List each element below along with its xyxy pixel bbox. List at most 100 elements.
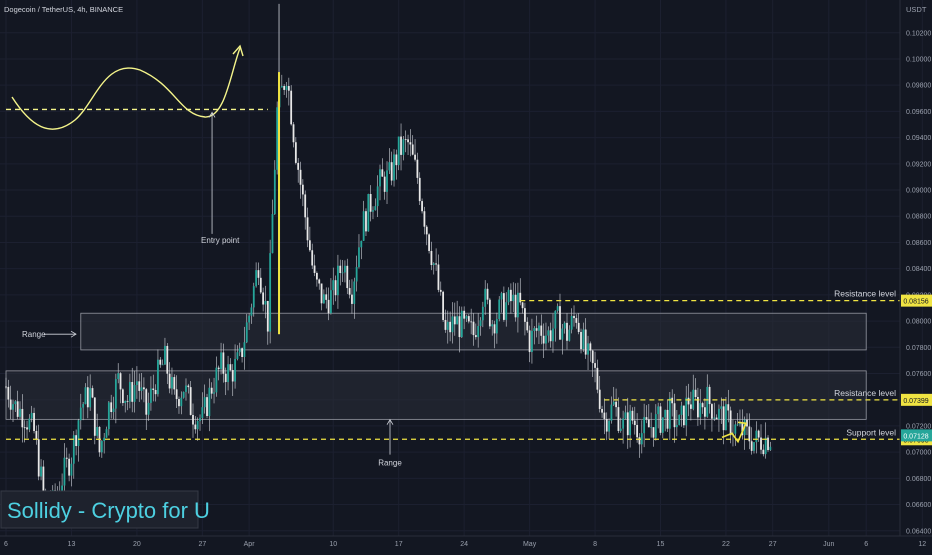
candle-body [117,373,120,380]
candle-body [535,328,538,331]
candle-body [722,406,725,431]
candle-body [645,417,648,420]
candle-body [5,386,7,388]
candle-body [495,319,498,334]
candle-body [414,154,416,160]
candle-body [276,107,279,170]
candle-body [128,382,131,402]
candle-body [615,401,617,408]
candle-body [131,382,134,402]
candle-body [287,86,290,91]
candle-body [760,437,762,450]
y-tick-label: 0.09600 [906,109,931,116]
candle-body [266,300,269,332]
candle-body [610,404,613,421]
candle-body [323,294,325,304]
candle-body [764,437,767,455]
candle-body [589,343,592,351]
candle-body [456,316,459,325]
candle-body [584,329,587,355]
price-badge-label: 0.07399 [903,398,928,405]
candle-body [315,272,318,280]
candle-body [262,292,265,305]
candle-body [182,391,185,398]
candle-body [133,384,136,402]
candle-body [278,72,281,335]
candle-body [402,139,405,155]
candle-body [636,424,639,438]
candle-body [397,136,400,166]
y-tick-label: 0.06400 [906,528,931,535]
level-label: Support level [846,427,896,437]
candle-body [14,401,17,405]
candle-body [358,247,360,268]
candle-body [666,409,669,429]
y-tick-label: 0.07800 [906,345,931,352]
candle-body [192,414,194,425]
candle-body [442,291,445,320]
candle-body [451,316,454,333]
candle-body [63,457,66,486]
candle-body [372,210,374,212]
candle-body [79,407,82,421]
candle-body [395,154,398,166]
candle-body [35,430,38,440]
time-axis[interactable]: 6 13 20 27 Apr 10 17 24 May 8 15 22 27 Jun 6 12 [4,541,926,548]
candle-body [750,441,753,451]
drawings: Entry point Range Range [6,44,748,468]
watermark-box [0,490,199,529]
candle-body [7,386,10,400]
candle-body [171,377,173,389]
y-tick-label: 0.09800 [906,83,931,90]
candle-body [257,270,260,278]
candle-body [140,387,143,391]
candle-body [601,408,603,413]
candle-body [311,250,314,266]
candle-body [234,358,236,382]
candle-body [697,396,699,418]
arrow-head [232,44,244,57]
candle-body [566,322,568,341]
x-tick-label: 6 [864,541,868,548]
candle-body [145,389,148,415]
entry-arrow-head [208,111,216,118]
candle-body [21,408,24,428]
candle-body [126,400,129,402]
candle-body [231,370,234,382]
candle-body [325,294,328,300]
candle-body [540,325,543,336]
candle-body [93,397,96,436]
candle-body [435,263,437,265]
price-badge-label: 0.07128 [903,433,928,440]
candle-body [474,335,477,338]
candle-body [70,463,73,476]
candle-body [72,435,75,464]
x-tick-label: 27 [198,541,206,548]
candle-body [12,404,14,410]
candle-body [671,397,674,404]
candle-body [294,142,297,163]
candle-body [91,388,94,398]
candle-body [680,405,683,415]
candle-body [545,335,547,344]
candle-body [694,389,697,397]
price-axis[interactable]: 0.064000.066000.068000.070000.072000.074… [906,30,931,535]
candle-body [178,399,180,407]
candle-body [77,420,80,447]
candle-body [360,240,363,248]
y-tick-label: 0.08400 [906,266,931,273]
y-tick-label: 0.08600 [906,240,931,247]
candle-body [365,211,367,232]
candle-body [206,397,208,417]
x-tick-label: 8 [593,541,597,548]
watermark-text: Sollidy - Crypto for U [7,498,210,523]
candle-body [271,214,274,254]
candle-body [313,265,316,273]
candlesticks [5,3,772,515]
x-tick-label: 17 [395,541,403,548]
candle-body [238,348,241,353]
candle-body [465,316,468,319]
candle-body [528,330,531,353]
candle-body [374,206,377,211]
